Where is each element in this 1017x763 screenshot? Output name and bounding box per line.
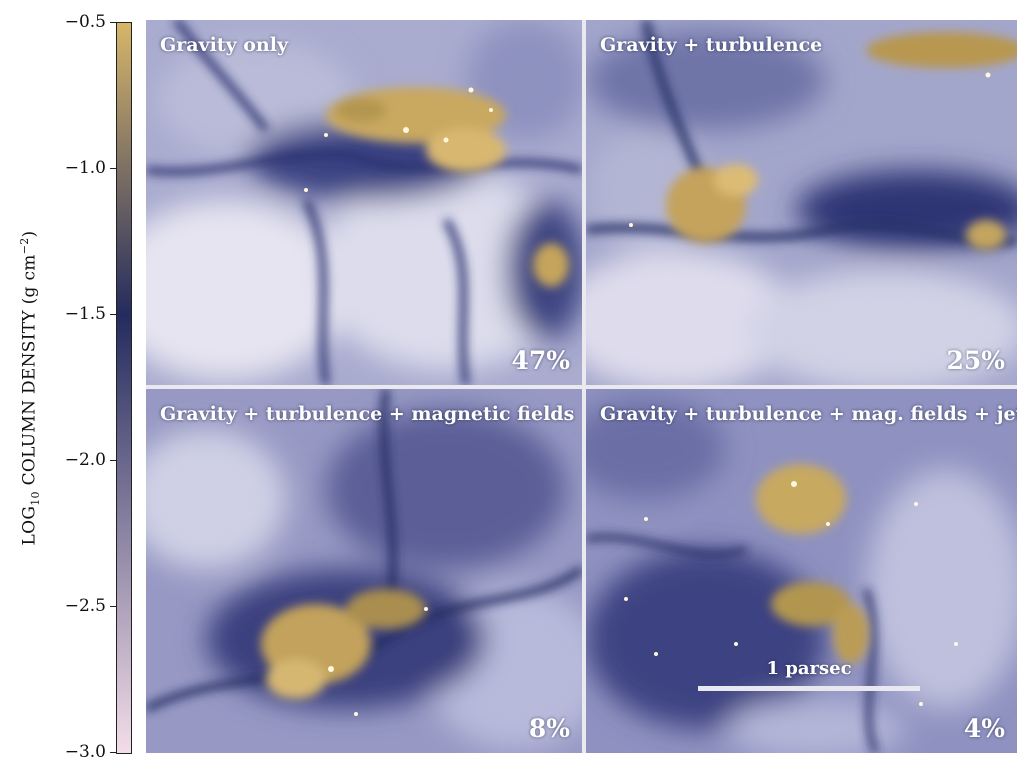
density-map xyxy=(146,389,582,753)
colorbar-title: LOG10 COLUMN DENSITY (g cm−2) xyxy=(17,230,43,546)
scalebar-label: 1 parsec xyxy=(766,658,852,679)
scalebar xyxy=(698,686,920,691)
colorbar-tick xyxy=(110,314,117,315)
panel-percentage: 25% xyxy=(946,346,1005,375)
panel-gravity-only: Gravity only 47% xyxy=(146,20,582,385)
colorbar-tick xyxy=(110,752,117,753)
panel-percentage: 4% xyxy=(963,714,1005,743)
colorbar-gradient xyxy=(116,22,132,754)
panel-title: Gravity + turbulence + magnetic fields xyxy=(160,403,575,425)
colorbar-tick-label: −2.5 xyxy=(64,596,106,616)
density-map xyxy=(586,389,1017,753)
colorbar-tick xyxy=(110,606,117,607)
panel-title: Gravity + turbulence xyxy=(600,34,823,56)
colorbar-tick-label: −1.5 xyxy=(64,304,106,324)
colorbar-tick-label: −2.0 xyxy=(64,450,106,470)
colorbar-tick xyxy=(110,168,117,169)
panel-title: Gravity only xyxy=(160,34,288,56)
panel-gravity-turbulence-mag-fields-jets: Gravity + turbulence + mag. fields + jet… xyxy=(586,389,1017,753)
panel-title: Gravity + turbulence + mag. fields + jet… xyxy=(600,403,1017,425)
colorbar-legend: −0.5 −1.0 −1.5 −2.0 −2.5 −3.0 LOG10 COLU… xyxy=(0,0,145,763)
density-map xyxy=(146,20,582,385)
density-map xyxy=(586,20,1017,385)
panel-gravity-turbulence-magnetic-fields: Gravity + turbulence + magnetic fields 8… xyxy=(146,389,582,753)
colorbar-tick-label: −1.0 xyxy=(64,158,106,178)
panel-percentage: 47% xyxy=(511,346,570,375)
panel-gravity-turbulence: Gravity + turbulence 25% xyxy=(586,20,1017,385)
colorbar-tick-label: −0.5 xyxy=(64,12,106,32)
colorbar-tick-label: −3.0 xyxy=(64,742,106,762)
panel-percentage: 8% xyxy=(528,714,570,743)
colorbar-tick xyxy=(110,22,117,23)
simulation-panel-grid: Gravity only 47% xyxy=(146,20,1017,753)
colorbar-tick xyxy=(110,460,117,461)
